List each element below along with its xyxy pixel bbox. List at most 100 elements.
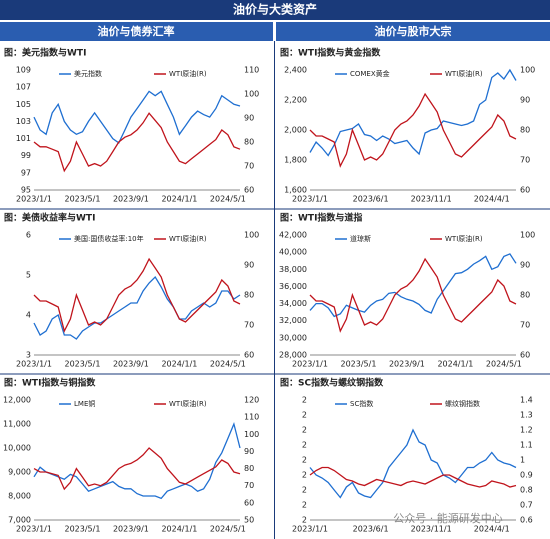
- y-tick-label: 2: [302, 501, 307, 510]
- y2-tick-label: 0.6: [520, 516, 533, 525]
- y2-tick-label: 90: [244, 261, 254, 270]
- x-tick-label: 2024/5/1: [486, 360, 522, 369]
- legend-label: WTI原油(R): [169, 399, 207, 408]
- section-bar: [276, 22, 550, 41]
- series-line: [33, 112, 241, 173]
- y-tick-label: 2: [302, 396, 307, 405]
- y2-tick-label: 100: [520, 66, 535, 75]
- legend-label: WTI原油(R): [445, 69, 483, 78]
- y2-tick-label: 120: [244, 396, 259, 405]
- x-tick-label: 2024/1/1: [161, 360, 197, 369]
- legend-label: WTI原油(R): [169, 69, 207, 78]
- x-tick-label: 2023/9/1: [113, 525, 149, 534]
- y2-tick-label: 0.8: [520, 486, 533, 495]
- legend-label: WTI原油(R): [445, 234, 483, 243]
- y-tick-label: 2: [302, 426, 307, 435]
- y2-tick-label: 60: [244, 498, 254, 507]
- y2-tick-label: 80: [244, 464, 254, 473]
- x-tick-label: 2023/1/1: [292, 360, 328, 369]
- y-tick-label: 2: [302, 486, 307, 495]
- x-tick-label: 2023/1/1: [292, 525, 328, 534]
- y-tick-label: 99: [21, 151, 31, 160]
- y-tick-label: 6: [26, 231, 31, 240]
- y-tick-label: 5: [26, 271, 31, 280]
- y-tick-label: 42,000: [279, 231, 307, 240]
- y2-tick-label: 80: [244, 138, 254, 147]
- y2-tick-label: 60: [244, 351, 254, 360]
- y2-tick-label: 80: [520, 291, 530, 300]
- y-tick-label: 105: [16, 100, 31, 109]
- x-tick-label: 2023/11/1: [411, 195, 452, 204]
- y2-tick-label: 1.2: [520, 426, 533, 435]
- series-line: [309, 257, 517, 333]
- x-tick-label: 2024/1/1: [161, 195, 197, 204]
- y-tick-label: 2: [302, 441, 307, 450]
- y-tick-label: 40,000: [279, 248, 307, 257]
- y2-tick-label: 100: [244, 231, 259, 240]
- x-tick-label: 2023/1/1: [16, 195, 52, 204]
- legend-label: 螺纹钢指数: [445, 399, 480, 408]
- chart-title: 图：美债收益率与WTI: [4, 212, 95, 224]
- chart-title: 图：WTI指数与铜指数: [4, 377, 96, 389]
- x-tick-label: 2024/1/1: [161, 525, 197, 534]
- y-tick-label: 32,000: [279, 316, 307, 325]
- y2-tick-label: 70: [244, 162, 254, 171]
- header-bar: [0, 0, 550, 20]
- series-line: [33, 275, 241, 340]
- y-tick-label: 2,200: [284, 96, 307, 105]
- y2-tick-label: 90: [244, 114, 254, 123]
- y-tick-label: 7,000: [8, 516, 31, 525]
- legend-label: 美元指数: [74, 69, 102, 78]
- y-tick-label: 11,000: [3, 420, 31, 429]
- y-tick-label: 2: [302, 516, 307, 525]
- y-tick-label: 1,600: [284, 186, 307, 195]
- chart-title: 图：WTI指数与道指: [280, 212, 362, 224]
- x-tick-label: 2023/5/1: [65, 525, 101, 534]
- section-title: 油价与股市大宗: [375, 24, 452, 38]
- legend-label: COMEX黄金: [350, 69, 390, 78]
- watermark: 公众号 · 能源研发中心: [393, 511, 503, 525]
- y-tick-label: 3: [26, 351, 31, 360]
- y2-tick-label: 70: [244, 481, 254, 490]
- y2-tick-label: 60: [520, 351, 530, 360]
- series-line: [33, 421, 241, 500]
- legend-label: LME铜: [74, 399, 95, 408]
- y-tick-label: 101: [16, 134, 31, 143]
- y-tick-label: 12,000: [3, 396, 31, 405]
- y-tick-label: 2,400: [284, 66, 307, 75]
- x-tick-label: 2024/5/1: [210, 360, 246, 369]
- y-tick-label: 107: [16, 83, 31, 92]
- y2-tick-label: 0.9: [520, 471, 533, 480]
- x-tick-label: 2024/5/1: [210, 525, 246, 534]
- x-tick-label: 2023/1/1: [16, 525, 52, 534]
- x-tick-label: 2024/5/1: [210, 195, 246, 204]
- y-tick-label: 9,000: [8, 468, 31, 477]
- y-tick-label: 10,000: [3, 444, 31, 453]
- series-line: [309, 92, 517, 168]
- series-line: [309, 68, 517, 157]
- x-tick-label: 2024/1/1: [437, 360, 473, 369]
- y-tick-label: 30,000: [279, 333, 307, 342]
- section-title: 油价与债券汇率: [98, 24, 175, 38]
- x-tick-label: 2023/1/1: [292, 195, 328, 204]
- y-tick-label: 2: [302, 471, 307, 480]
- series-line: [33, 447, 241, 491]
- x-tick-label: 2023/5/1: [65, 360, 101, 369]
- y-tick-label: 2: [302, 456, 307, 465]
- y-tick-label: 2,000: [284, 126, 307, 135]
- header-title: 油价与大类资产: [233, 2, 317, 17]
- y2-tick-label: 80: [244, 291, 254, 300]
- series-line: [309, 253, 517, 318]
- x-tick-label: 2023/9/1: [113, 195, 149, 204]
- y-tick-label: 38,000: [279, 265, 307, 274]
- y-tick-label: 95: [21, 186, 31, 195]
- y-tick-label: 109: [16, 66, 31, 75]
- y2-tick-label: 90: [520, 96, 530, 105]
- y2-tick-label: 90: [520, 261, 530, 270]
- x-tick-label: 2023/6/1: [353, 525, 389, 534]
- y2-tick-label: 90: [244, 447, 254, 456]
- x-tick-label: 2024/4/1: [474, 525, 510, 534]
- y2-tick-label: 110: [244, 66, 259, 75]
- y-tick-label: 103: [16, 117, 31, 126]
